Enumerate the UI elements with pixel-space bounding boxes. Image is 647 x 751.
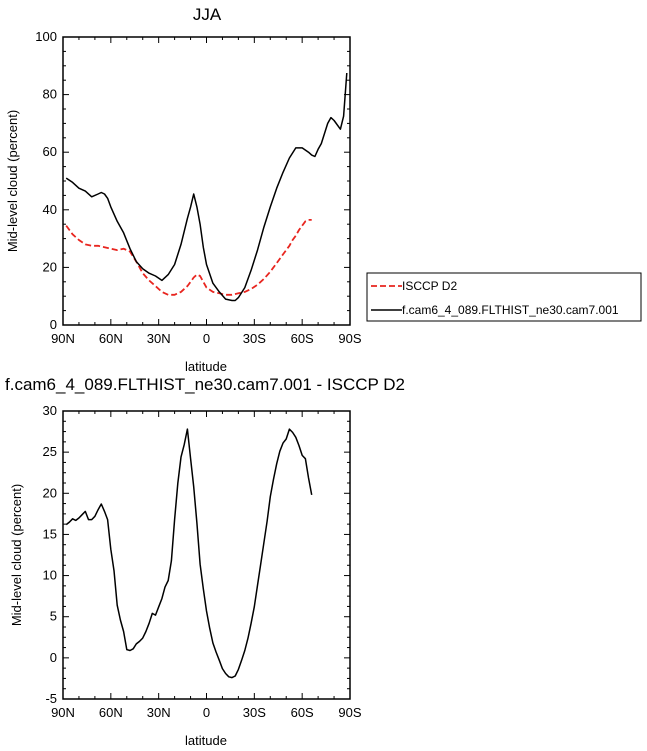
chart1-legend: ISCCP D2 f.cam6_4_089.FLTHIST_ne30.cam7.… [366, 272, 642, 322]
y-tick-label: 20 [43, 259, 57, 274]
y-tick-label: 100 [35, 29, 57, 44]
chart1-x-axis-label: latitude [185, 359, 227, 374]
series-line-model-0-1 [65, 72, 348, 302]
chart1-y-axis-label: Mid-level cloud (percent) [5, 110, 20, 252]
y-tick-label: 40 [43, 202, 57, 217]
chart2-y-axis-label: Mid-level cloud (percent) [9, 484, 24, 626]
y-tick-label: -5 [45, 691, 57, 706]
legend-label-isccp: ISCCP D2 [402, 279, 457, 293]
y-tick-label: 20 [43, 485, 57, 500]
x-tick-label: 30N [147, 331, 171, 346]
chart2-x-ticks: 90N 60N 30N 0 30S 60S 90S [51, 411, 362, 720]
chart1-plot-frame [62, 36, 351, 326]
chart1-x-ticks: 90N 60N 30N 0 30S 60S 90S [51, 37, 362, 346]
y-tick-label: 30 [43, 403, 57, 418]
series-line-isccp-0-0 [65, 218, 312, 296]
x-tick-label: 30N [147, 705, 171, 720]
x-tick-label: 30S [243, 331, 266, 346]
y-tick-label: 60 [43, 144, 57, 159]
chart2-series [65, 428, 313, 679]
x-tick-label: 90S [338, 705, 361, 720]
y-tick-label: 15 [43, 526, 57, 541]
x-tick-label: 60N [99, 331, 123, 346]
x-tick-label: 60S [291, 705, 314, 720]
chart2-x-axis-label: latitude [185, 733, 227, 748]
chart1-title: JJA [193, 5, 222, 24]
series-line-model-1-0 [65, 428, 313, 679]
x-tick-label: 0 [203, 705, 210, 720]
x-tick-label: 90N [51, 705, 75, 720]
chart1-y-ticks: 0 20 40 60 80 100 [35, 29, 350, 332]
chart2-plot-frame [62, 410, 351, 700]
x-tick-label: 30S [243, 705, 266, 720]
chart2-title: f.cam6_4_089.FLTHIST_ne30.cam7.001 - ISC… [5, 375, 405, 394]
x-tick-label: 60N [99, 705, 123, 720]
x-tick-label: 90S [338, 331, 361, 346]
chart1-series [65, 72, 348, 302]
legend-label-model: f.cam6_4_089.FLTHIST_ne30.cam7.001 [402, 303, 619, 317]
x-tick-label: 90N [51, 331, 75, 346]
x-tick-label: 0 [203, 331, 210, 346]
y-tick-label: 80 [43, 87, 57, 102]
y-tick-label: 25 [43, 444, 57, 459]
legend-box [366, 272, 642, 322]
chart2-y-ticks: -5 0 5 10 15 20 25 30 [43, 403, 350, 706]
y-tick-label: 10 [43, 568, 57, 583]
y-tick-label: 0 [50, 317, 57, 332]
y-tick-label: 5 [50, 609, 57, 624]
x-tick-label: 60S [291, 331, 314, 346]
y-tick-label: 0 [50, 650, 57, 665]
